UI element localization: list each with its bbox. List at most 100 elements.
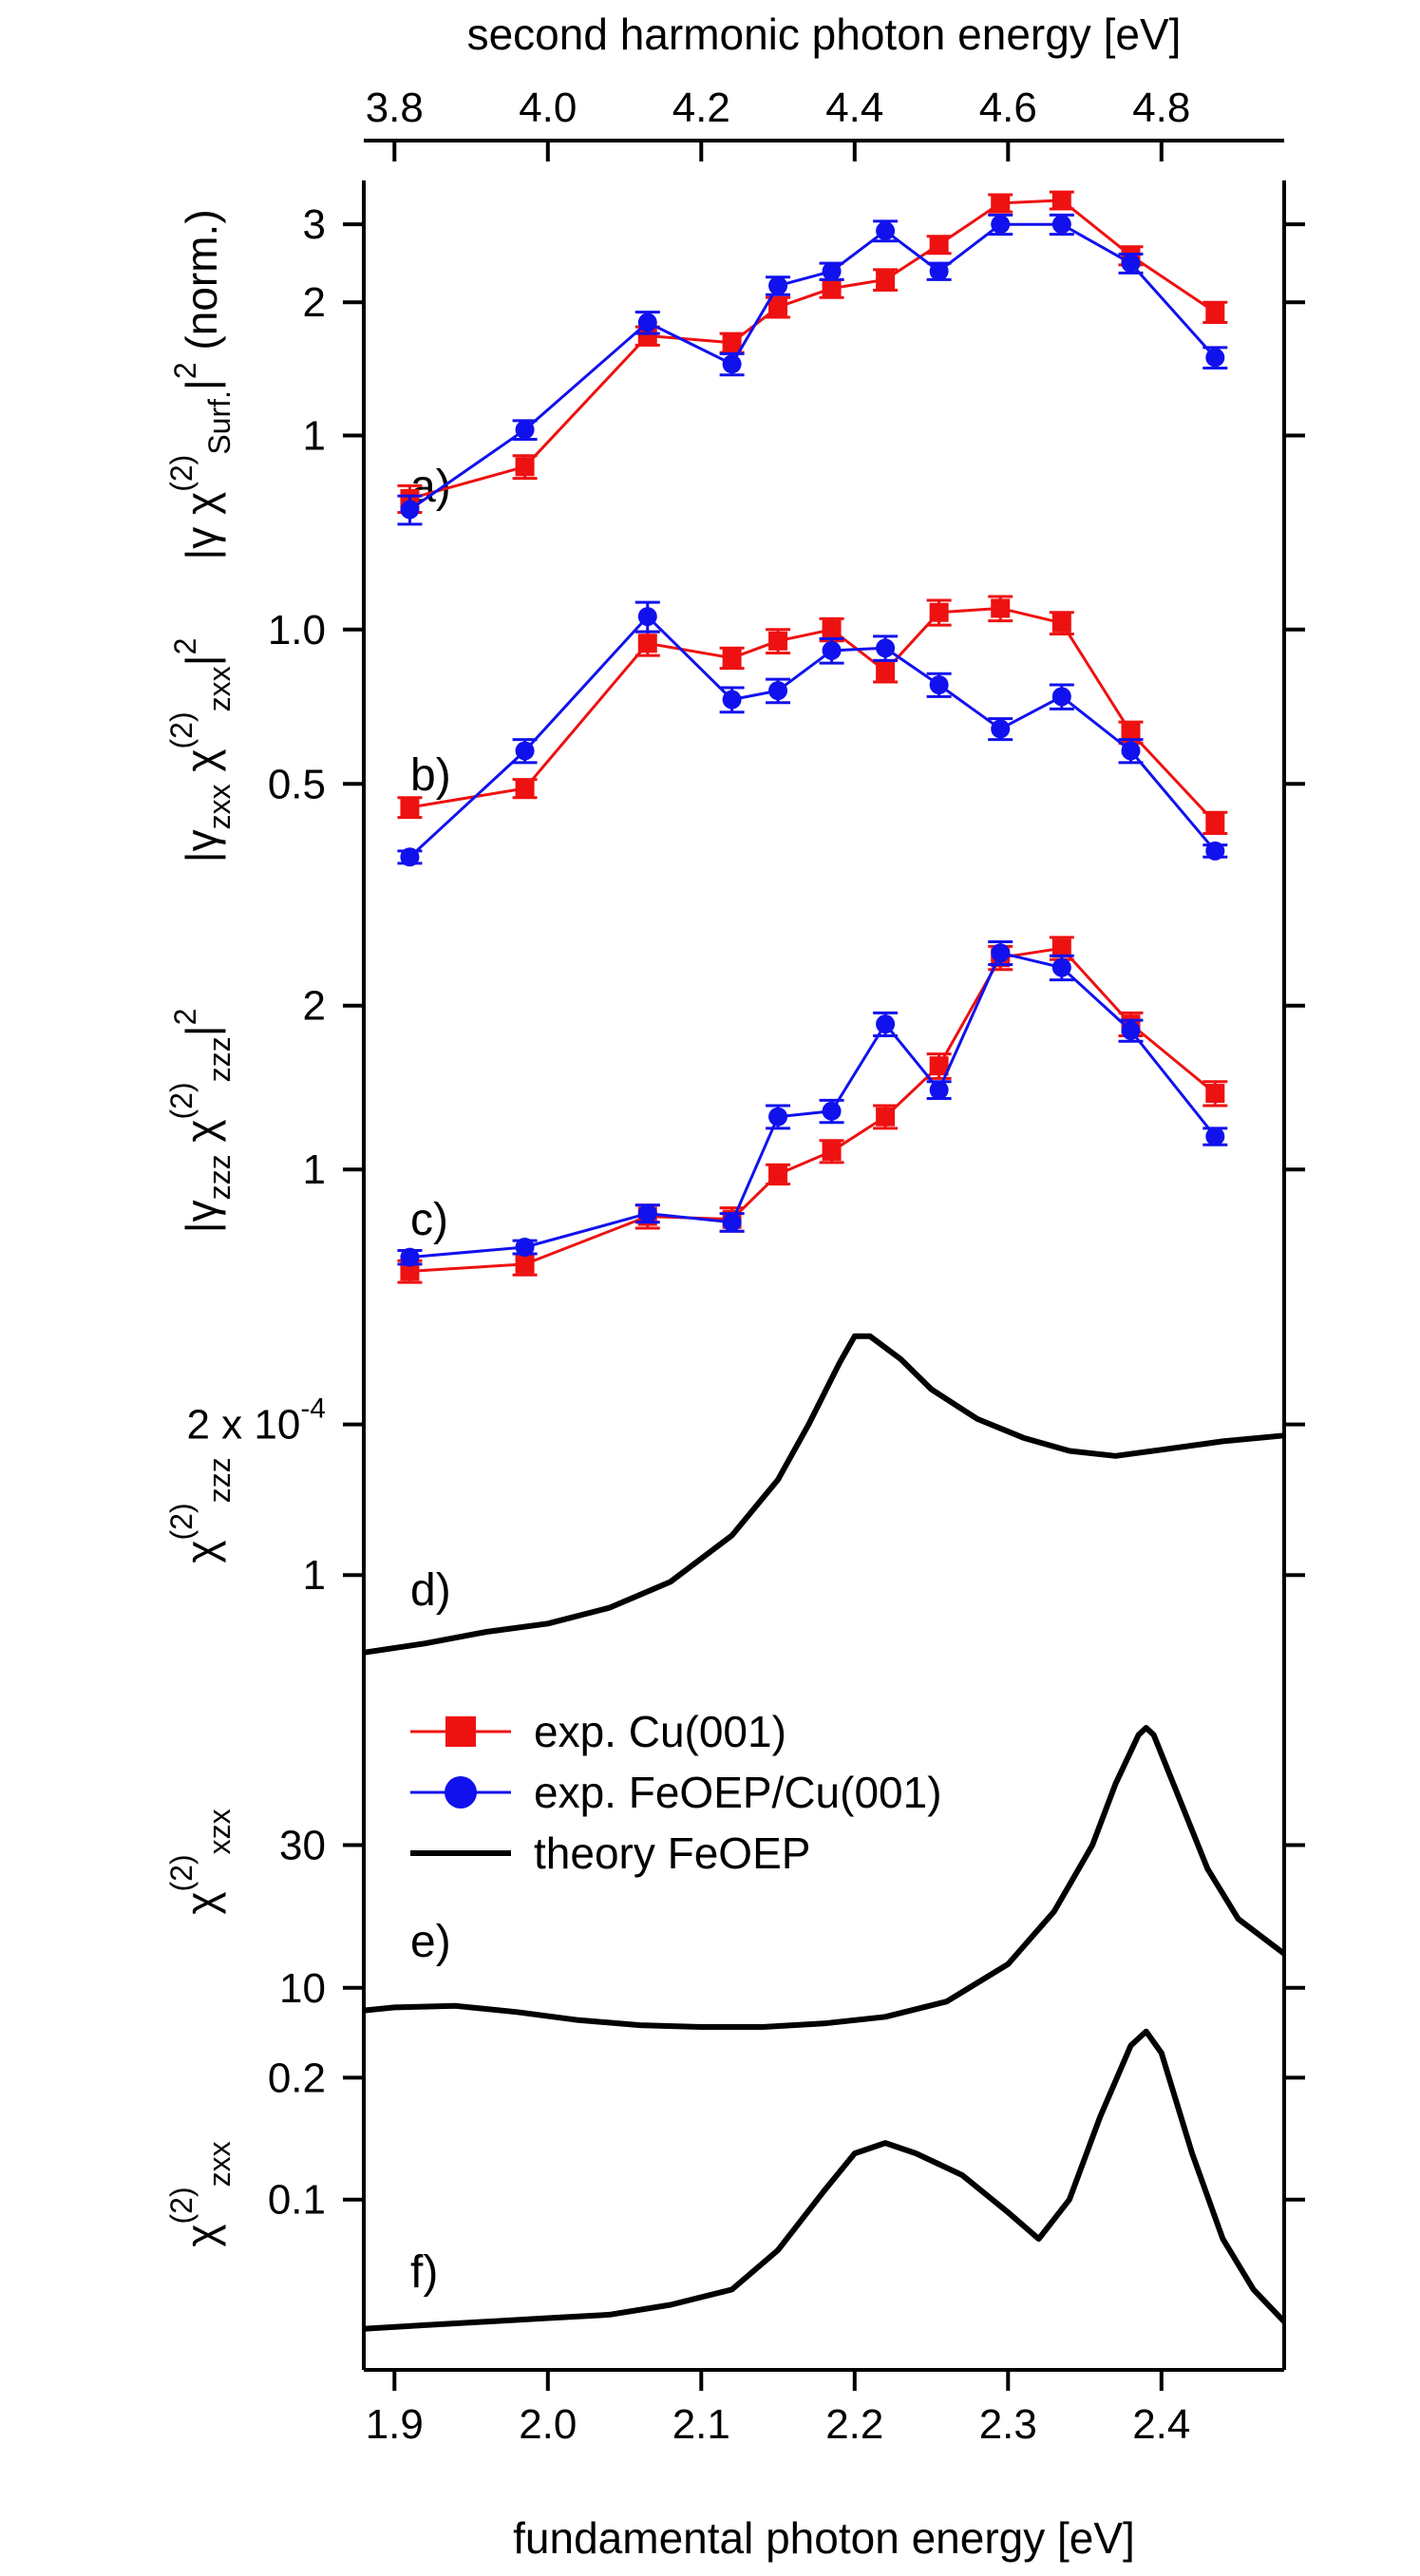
feoep-series-line — [409, 951, 1217, 1260]
panel-label: c) — [410, 1195, 448, 1245]
top-tick-label: 4.8 — [1132, 85, 1190, 131]
panel-label: b) — [410, 750, 451, 801]
y-tick-label: 0.5 — [268, 761, 326, 807]
feoep-data-point — [768, 681, 788, 701]
panel-c: 1 2 c) |γzzz χ(2)zzz|2 — [164, 936, 1305, 1284]
cu-data-point — [1205, 302, 1225, 322]
feoep-data-point — [400, 500, 420, 520]
feoep-data-point — [1121, 741, 1141, 761]
cu-data-point — [991, 193, 1011, 213]
feoep-data-point — [515, 741, 535, 761]
top-tick-label: 4.6 — [979, 85, 1037, 131]
y-tick-label: 1 — [303, 1146, 326, 1193]
cu-data-point — [1205, 1084, 1225, 1104]
bottom-tick-label: 2.1 — [672, 2401, 730, 2448]
feoep-data-point — [1205, 348, 1225, 368]
cu-data-point — [1051, 190, 1071, 210]
feoep-data-point — [822, 1101, 842, 1121]
legend: exp. Cu(001) exp. FeOEP/Cu(001) theory FeO… — [410, 1707, 942, 1878]
y-tick-label: 0.2 — [268, 2055, 326, 2101]
cu-data-point — [400, 797, 420, 817]
feoep-data-point — [515, 1237, 535, 1257]
y-tick-label: 1 — [303, 1552, 326, 1599]
bottom-tick-label: 2.0 — [519, 2401, 577, 2448]
y-tick-label: 3 — [303, 201, 326, 248]
cu-data-point — [722, 332, 742, 352]
feoep-data-point — [1205, 841, 1225, 861]
feoep-data-point — [637, 607, 657, 627]
y-tick-label: 10 — [279, 1965, 326, 2012]
feoep-data-point — [1051, 957, 1071, 977]
cu-data-point — [515, 457, 535, 477]
feoep-data-point — [722, 690, 742, 710]
y-axis-label: χ(2)xzx — [164, 1809, 237, 1914]
feoep-data-point — [991, 215, 1011, 235]
y-tick-label: 0.1 — [268, 2177, 326, 2224]
cu-series-line — [409, 199, 1217, 501]
theory-curve — [363, 1725, 1286, 2030]
cu-data-point — [768, 297, 788, 317]
cu-data-point — [929, 235, 949, 255]
feoep-data-point — [768, 275, 788, 295]
feoep-data-point — [637, 1203, 657, 1223]
y-axis-label: |γ χ(2)Surf.|2 (norm.) — [164, 209, 237, 559]
feoep-data-point — [991, 719, 1011, 739]
feoep-data-point — [400, 847, 420, 867]
cu-data-point — [1121, 723, 1141, 743]
cu-data-point — [822, 619, 842, 639]
feoep-data-point — [1121, 1020, 1141, 1040]
legend-square-marker — [445, 1716, 476, 1747]
bottom-tick-label: 2.3 — [979, 2401, 1037, 2448]
cu-data-point — [1051, 938, 1071, 958]
y-tick-label: 2 — [303, 983, 326, 1030]
cu-data-point — [768, 1165, 788, 1184]
bottom-axis-title: fundamental photon energy [eV] — [513, 2513, 1135, 2563]
top-tick-label: 4.2 — [672, 85, 730, 131]
legend-circle-marker — [445, 1776, 477, 1809]
cu-data-point — [929, 1056, 949, 1076]
cu-data-point — [876, 1107, 896, 1127]
y-axis-label: |γzxx χ(2)zxx|2 — [164, 638, 237, 863]
cu-data-point — [822, 278, 842, 298]
cu-data-point — [637, 326, 657, 346]
cu-data-point — [1051, 613, 1071, 633]
y-tick-label: 2 — [303, 279, 326, 326]
bottom-tick-label: 2.4 — [1132, 2401, 1190, 2448]
panel-label: f) — [410, 2247, 438, 2298]
panel-label: e) — [410, 1917, 451, 1967]
feoep-data-point — [822, 261, 842, 281]
y-axis-label: |γzzz χ(2)zzz|2 — [164, 1009, 237, 1234]
top-tick-label: 4.4 — [825, 85, 883, 131]
feoep-data-point — [1051, 215, 1071, 235]
feoep-data-point — [722, 1212, 742, 1232]
legend-label: theory FeOEP — [534, 1828, 810, 1878]
panel-b: 0.5 1.0 b) |γzxx χ(2)zxx|2 — [164, 595, 1305, 867]
legend-label: exp. FeOEP/Cu(001) — [534, 1768, 942, 1817]
bottom-tick-label: 1.9 — [366, 2401, 424, 2448]
feoep-data-point — [400, 1247, 420, 1267]
feoep-data-point — [929, 1080, 949, 1100]
feoep-data-point — [768, 1107, 788, 1127]
cu-data-point — [515, 1254, 535, 1274]
panel-label: d) — [410, 1565, 451, 1616]
cu-data-point — [637, 634, 657, 653]
cu-data-point — [515, 778, 535, 798]
feoep-series-line — [408, 222, 1217, 511]
feoep-data-point — [929, 675, 949, 695]
feoep-data-point — [876, 1014, 896, 1034]
theory-curve — [363, 1333, 1285, 1656]
cu-data-point — [768, 631, 788, 651]
feoep-data-point — [515, 420, 535, 440]
cu-data-point — [876, 270, 896, 290]
feoep-data-point — [876, 221, 896, 241]
feoep-data-point — [1051, 687, 1071, 707]
bottom-tick-label: 2.2 — [825, 2401, 883, 2448]
y-tick-label: 30 — [279, 1822, 326, 1868]
cu-data-point — [722, 648, 742, 668]
feoep-data-point — [876, 638, 896, 658]
y-axis-label: χ(2)zxx — [164, 2141, 237, 2246]
feoep-data-point — [637, 313, 657, 332]
